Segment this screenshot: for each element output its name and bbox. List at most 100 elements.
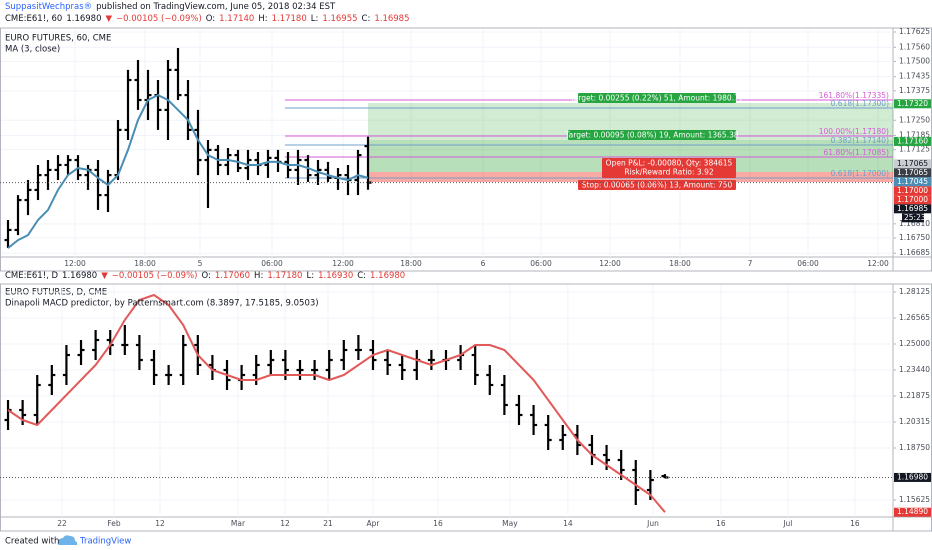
price-label-box: [894, 186, 931, 196]
price-label: 1.17065: [897, 159, 928, 168]
publish-text: published on TradingView.com, June 05, 2…: [96, 2, 336, 12]
info-segment: 1.16985: [374, 14, 409, 24]
x-tick-label: 18:00: [669, 259, 691, 268]
y-tick-label: 1.16685: [899, 248, 930, 257]
y-tick-label: 1.18750: [899, 443, 930, 452]
info-segment: O:: [206, 14, 215, 24]
y-tick-label: 1.17375: [899, 86, 930, 95]
y-tick-label: 1.17125: [899, 145, 930, 154]
info-segment: 1.17060: [215, 271, 250, 281]
x-tick-label: 16: [716, 519, 726, 528]
info-segment: O:: [201, 271, 210, 281]
target-label: Target: 0.00255 (0.22%) 51, Amount: 1980…: [569, 94, 744, 103]
brand[interactable]: TradingView: [79, 537, 131, 547]
x-tick-label: 12: [280, 519, 290, 528]
price-label-box: [894, 472, 931, 482]
y-tick-label: 1.17560: [899, 42, 930, 51]
target-label-box: [578, 93, 736, 103]
x-tick-label: Feb: [107, 519, 121, 528]
info-segment: L:: [311, 14, 319, 24]
info-segment: 1.16980: [370, 271, 405, 281]
x-tick-label: 12:00: [599, 259, 621, 268]
fib-label: 0.618(1.17300): [831, 99, 889, 108]
symbol-info: CME:E61!, D 1.16980 ▼ −0.00105 (−0.09%) O: 1.…: [5, 271, 405, 281]
fib-label: 161.80%(1.17335): [819, 91, 889, 100]
price-label: 1.17320: [897, 99, 928, 108]
countdown-box: [902, 213, 924, 223]
info-segment: L:: [306, 271, 314, 281]
info-segment: 1.17180: [267, 271, 302, 281]
y-tick-label: 1.17185: [899, 131, 930, 140]
author[interactable]: SuppasitWechpras®: [5, 2, 92, 12]
x-tick-label: May: [502, 519, 518, 528]
x-tick-label: Jun: [646, 519, 659, 528]
x-tick-label: 5: [198, 259, 203, 268]
y-tick-label: 1.25000: [899, 339, 930, 348]
x-tick-label: 06:00: [797, 259, 819, 268]
indicator-line: [7, 294, 666, 513]
x-tick-label: 12: [155, 519, 165, 528]
x-tick-label: 7: [748, 259, 753, 268]
y-tick-label: 1.16750: [899, 233, 930, 242]
fib-label: 61.80%(1.17085): [824, 148, 890, 157]
x-tick-label: 16: [433, 519, 443, 528]
info-segment: H:: [258, 14, 267, 24]
price-label-box: [894, 204, 931, 214]
x-tick-label: 06:00: [261, 259, 283, 268]
info-segment: −0.00105 (−0.09%): [112, 271, 198, 281]
footer: Created with TradingView: [5, 535, 131, 547]
x-tick-label: 22: [57, 519, 67, 528]
y-tick-label: 1.20315: [899, 417, 930, 426]
legend-entry: MA (3, close): [5, 45, 60, 55]
x-tick-label: 18:00: [134, 259, 156, 268]
info-segment: CME:E61!, D: [5, 271, 59, 281]
target2-label-box: [568, 130, 736, 140]
info-segment: 1.17180: [272, 14, 307, 24]
risk-reward: Risk/Reward Ratio: 3.92: [624, 168, 713, 177]
y-tick-label: 1.17625: [899, 27, 930, 36]
price-label-box: [894, 507, 931, 517]
x-tick-label: Apr: [367, 519, 381, 528]
price-label-box: [894, 99, 931, 109]
price-label: 1.14890: [897, 507, 928, 516]
x-tick-label: 12:00: [867, 259, 889, 268]
info-segment: C:: [357, 271, 366, 281]
price-label: 1.17160: [897, 136, 928, 145]
info-segment: 1.17140: [219, 14, 254, 24]
pnl-box: [602, 158, 736, 178]
x-tick-label: 12:00: [64, 259, 86, 268]
x-tick-label: 06:00: [530, 259, 552, 268]
pane: EURO FUTURES, D, CME 1.281251.265651.2500…: [0, 283, 932, 532]
price-label: 1.17000: [897, 186, 928, 195]
price-label-box: [894, 195, 931, 205]
price-label: 1.17000: [897, 195, 928, 204]
symbol-info: CME:E61!, 60 1.16980 ▼ −0.00105 (−0.09%) O: 1…: [5, 14, 409, 24]
logo: [57, 535, 78, 545]
y-tick-label: 1.17500: [899, 56, 930, 65]
x-tick-label: Jul: [782, 519, 792, 528]
open-pnl: Open P&L: -0.00080, Qty: 384615: [606, 159, 733, 168]
countdown: 25:23: [904, 213, 926, 222]
fib-label: 0.382(1.17140): [831, 136, 889, 145]
y-tick-label: 1.15625: [899, 495, 930, 504]
y-tick-label: 1.26565: [899, 313, 930, 322]
price-label-box: [894, 159, 931, 169]
y-tick-label: 1.28125: [899, 287, 930, 296]
y-tick-label: 1.17250: [899, 115, 930, 124]
info-segment: 1.16930: [318, 271, 353, 281]
price-label: 1.16980: [897, 472, 928, 481]
x-tick-label: 6: [481, 259, 486, 268]
x-tick-label: 14: [563, 519, 573, 528]
info-segment: −0.00105 (−0.09%): [116, 14, 202, 24]
x-tick-label: 21: [323, 519, 333, 528]
pane: EURO FUTURES, 60, CME 1.17625 1.17560 1.175…: [0, 27, 932, 272]
fib-label: 100.00%(1.17180): [819, 127, 889, 136]
footer-text: Created with: [5, 537, 59, 547]
publish-line: SuppasitWechpras® published on TradingVie…: [5, 2, 336, 12]
price-label-box: [894, 168, 931, 178]
info-segment: 1.16980: [66, 14, 101, 24]
info-segment: CME:E61!, 60: [5, 14, 62, 24]
info-segment: H:: [254, 271, 263, 281]
